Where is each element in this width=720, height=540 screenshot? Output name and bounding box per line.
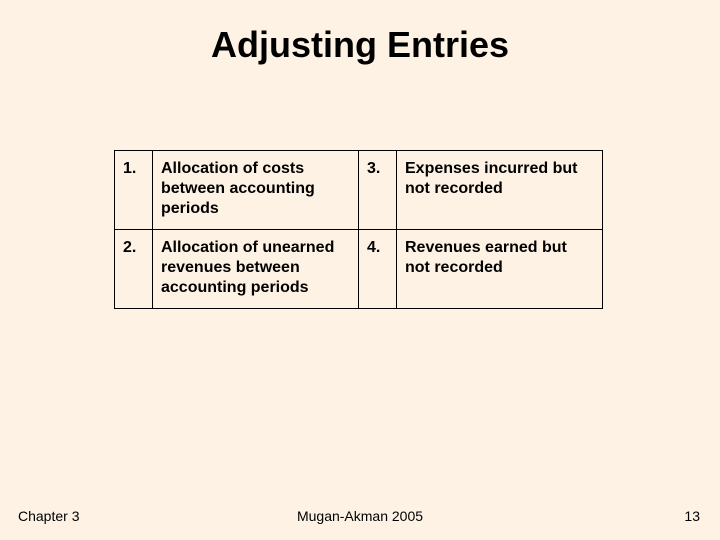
- table-row: 1. Allocation of costs between accountin…: [115, 151, 603, 230]
- page-title: Adjusting Entries: [0, 24, 720, 66]
- entry-text: Revenues earned but not recorded: [397, 230, 603, 309]
- entry-text: Allocation of costs between accounting p…: [153, 151, 359, 230]
- entry-number: 4.: [359, 230, 397, 309]
- footer-page-number: 13: [684, 508, 700, 524]
- slide: Adjusting Entries 1. Allocation of costs…: [0, 0, 720, 540]
- entry-number: 1.: [115, 151, 153, 230]
- table-row: 2. Allocation of unearned revenues betwe…: [115, 230, 603, 309]
- entry-text: Expenses incurred but not recorded: [397, 151, 603, 230]
- entries-table-container: 1. Allocation of costs between accountin…: [114, 150, 602, 309]
- entry-number: 3.: [359, 151, 397, 230]
- entry-text: Allocation of unearned revenues between …: [153, 230, 359, 309]
- entries-table: 1. Allocation of costs between accountin…: [114, 150, 603, 309]
- footer-attribution: Mugan-Akman 2005: [0, 508, 720, 524]
- entry-number: 2.: [115, 230, 153, 309]
